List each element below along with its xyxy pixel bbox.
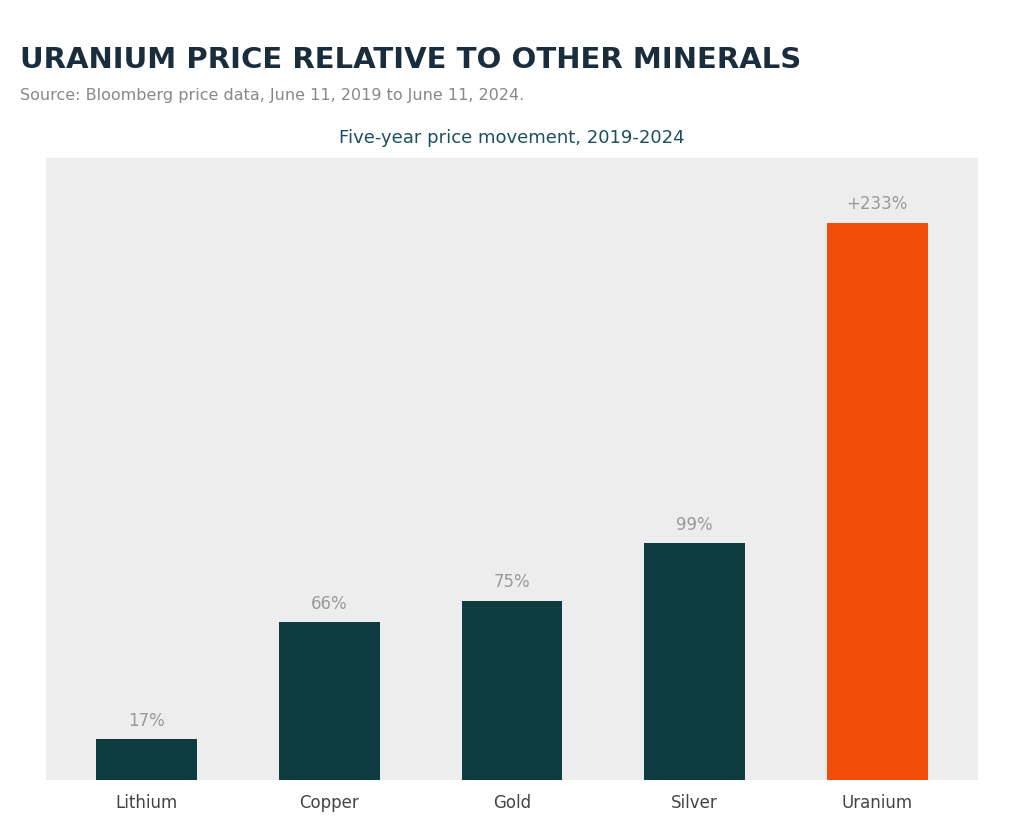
- Bar: [827, 223, 928, 780]
- Text: 17%: 17%: [128, 711, 165, 730]
- Text: +233%: +233%: [847, 195, 908, 214]
- Text: 66%: 66%: [311, 595, 347, 612]
- Text: 99%: 99%: [677, 515, 713, 534]
- Text: 75%: 75%: [494, 573, 530, 591]
- Bar: [644, 543, 745, 780]
- Text: Source: Bloomberg price data, June 11, 2019 to June 11, 2024.: Source: Bloomberg price data, June 11, 2…: [20, 88, 524, 103]
- Text: Five-year price movement, 2019-2024: Five-year price movement, 2019-2024: [339, 129, 685, 148]
- Text: URANIUM PRICE RELATIVE TO OTHER MINERALS: URANIUM PRICE RELATIVE TO OTHER MINERALS: [20, 46, 802, 74]
- Bar: [280, 622, 380, 780]
- Bar: [96, 739, 197, 780]
- Bar: [462, 600, 562, 780]
